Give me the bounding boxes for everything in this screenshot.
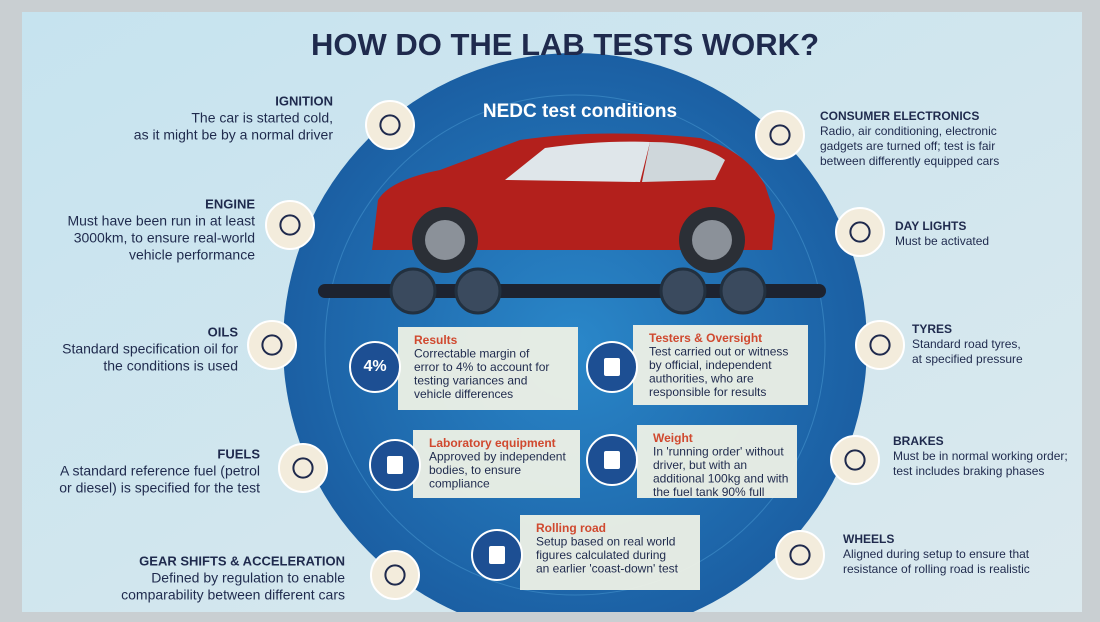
item-text: Must be in normal working order; — [893, 449, 1068, 463]
item-text: as it might be by a normal driver — [134, 127, 334, 143]
item-title: CONSUMER ELECTRONICS — [820, 109, 979, 123]
item-text: Must be activated — [895, 234, 989, 248]
item-title: TYRES — [912, 322, 952, 336]
box-text: Test carried out or witness — [649, 345, 788, 359]
item-title: IGNITION — [275, 93, 333, 108]
box-text: testing variances and — [414, 374, 527, 388]
icon — [279, 444, 327, 492]
item-text: 3000km, to ensure real-world — [74, 230, 255, 246]
item-text: Aligned during setup to ensure that — [843, 547, 1030, 561]
icon — [836, 208, 884, 256]
icon — [831, 436, 879, 484]
box-text: bodies, to ensure — [429, 463, 521, 477]
title: HOW DO THE LAB TESTS WORK? — [311, 27, 819, 62]
item-title: DAY LIGHTS — [895, 219, 966, 233]
box-text: by official, independent — [649, 358, 772, 372]
item-text: or diesel) is specified for the test — [59, 480, 260, 496]
subtitle: NEDC test conditions — [483, 101, 677, 122]
item-title: GEAR SHIFTS & ACCELERATION — [139, 553, 345, 568]
icon — [776, 531, 824, 579]
icon — [856, 321, 904, 369]
icon — [371, 551, 419, 599]
icon — [248, 321, 296, 369]
box-text: compliance — [429, 477, 490, 491]
item-title: OILS — [208, 324, 239, 339]
box-text: error to 4% to account for — [414, 360, 549, 374]
icon — [266, 201, 314, 249]
box-text: the fuel tank 90% full — [653, 485, 764, 499]
item-text: vehicle performance — [129, 247, 255, 263]
item-title: ENGINE — [205, 196, 255, 211]
item-text: Standard specification oil for — [62, 341, 238, 357]
page: HOW DO THE LAB TESTS WORK? NEDC test con… — [0, 0, 1100, 622]
box-text: driver, but with an — [653, 458, 747, 472]
item-text: gadgets are turned off; test is fair — [820, 139, 995, 153]
box-title: Weight — [653, 431, 693, 445]
icon — [366, 101, 414, 149]
box-text: Approved by independent — [429, 450, 566, 464]
item-text: test includes braking phases — [893, 464, 1044, 478]
item-text: A standard reference fuel (petrol — [60, 463, 260, 479]
item-text: Defined by regulation to enable — [151, 570, 345, 586]
item-text: Standard road tyres, — [912, 337, 1021, 351]
box-text: an earlier 'coast-down' test — [536, 562, 679, 576]
item-text: Must have been run in at least — [67, 213, 255, 229]
infographic: HOW DO THE LAB TESTS WORK? NEDC test con… — [0, 0, 1100, 622]
box-text: vehicle differences — [414, 387, 513, 401]
item-text: The car is started cold, — [191, 110, 333, 126]
item-text: at specified pressure — [912, 352, 1023, 366]
box-icon-glyph — [387, 456, 403, 474]
item-text: resistance of rolling road is realistic — [843, 562, 1030, 576]
box-text: figures calculated during — [536, 548, 666, 562]
box-title: Rolling road — [536, 521, 606, 535]
box-icon-glyph — [604, 451, 620, 469]
item-text: the conditions is used — [103, 358, 238, 374]
item-title: WHEELS — [843, 532, 894, 546]
item-text: Radio, air conditioning, electronic — [820, 124, 997, 138]
box-icon-glyph — [489, 546, 505, 564]
box-icon-label: 4% — [363, 358, 386, 375]
icon — [756, 111, 804, 159]
box-text: Setup based on real world — [536, 535, 675, 549]
box-text: Correctable margin of — [414, 347, 530, 361]
box-text: In 'running order' without — [653, 445, 784, 459]
box-text: authorities, who are — [649, 372, 754, 386]
item-text: between differently equipped cars — [820, 154, 999, 168]
box-title: Laboratory equipment — [429, 436, 556, 450]
box-icon-glyph — [604, 358, 620, 376]
item-title: FUELS — [217, 446, 260, 461]
box-text: responsible for results — [649, 385, 766, 399]
item-title: BRAKES — [893, 434, 944, 448]
box-title: Testers & Oversight — [649, 331, 762, 345]
box-title: Results — [414, 333, 458, 347]
box-text: additional 100kg and with — [653, 472, 788, 486]
item-text: comparability between different cars — [121, 587, 345, 603]
